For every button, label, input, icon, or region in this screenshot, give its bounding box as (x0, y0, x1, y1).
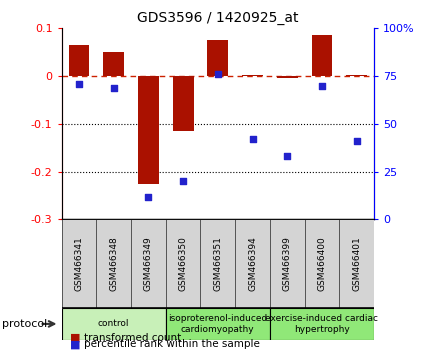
Point (284, 154, 291, 159)
Bar (277, 76, 297, 79)
Point (249, 136, 256, 142)
Bar (235, 219, 270, 308)
Point (110, 85, 117, 90)
Point (214, 72, 221, 77)
Text: GSM466394: GSM466394 (248, 236, 257, 291)
Bar (207, 40, 228, 76)
Bar (138, 76, 159, 184)
Point (319, 83, 326, 88)
Bar (339, 219, 374, 308)
Text: GSM466401: GSM466401 (352, 236, 361, 291)
Bar (96, 219, 131, 308)
Bar (346, 75, 367, 76)
Text: GSM466351: GSM466351 (213, 236, 222, 291)
Title: GDS3596 / 1420925_at: GDS3596 / 1420925_at (137, 11, 299, 24)
Text: GSM466399: GSM466399 (283, 236, 292, 291)
Text: GSM466341: GSM466341 (74, 236, 84, 291)
Bar (304, 219, 339, 308)
Bar (103, 52, 124, 76)
Text: GSM466350: GSM466350 (179, 236, 187, 291)
Text: exercise-induced cardiac
hypertrophy: exercise-induced cardiac hypertrophy (265, 314, 378, 333)
Point (75, 81, 82, 87)
Text: ■: ■ (70, 339, 81, 349)
Point (180, 178, 187, 184)
Bar (69, 45, 89, 76)
Text: protocol: protocol (2, 319, 48, 329)
Bar (166, 308, 270, 340)
Bar (242, 75, 263, 76)
Text: GSM466400: GSM466400 (317, 236, 326, 291)
Bar (62, 308, 166, 340)
Bar (62, 219, 96, 308)
Text: control: control (98, 319, 129, 329)
Point (353, 138, 360, 144)
Bar (172, 76, 194, 131)
Text: GSM466348: GSM466348 (109, 236, 118, 291)
Bar (270, 308, 374, 340)
Text: ■: ■ (70, 333, 81, 343)
Bar (201, 219, 235, 308)
Point (145, 194, 152, 199)
Text: GSM466349: GSM466349 (144, 236, 153, 291)
Bar (131, 219, 166, 308)
Text: percentile rank within the sample: percentile rank within the sample (84, 339, 260, 349)
Text: isoproterenol-induced
cardiomyopathy: isoproterenol-induced cardiomyopathy (168, 314, 268, 333)
Bar (270, 219, 304, 308)
Text: transformed count: transformed count (84, 333, 181, 343)
Bar (166, 219, 201, 308)
Bar (312, 35, 332, 76)
